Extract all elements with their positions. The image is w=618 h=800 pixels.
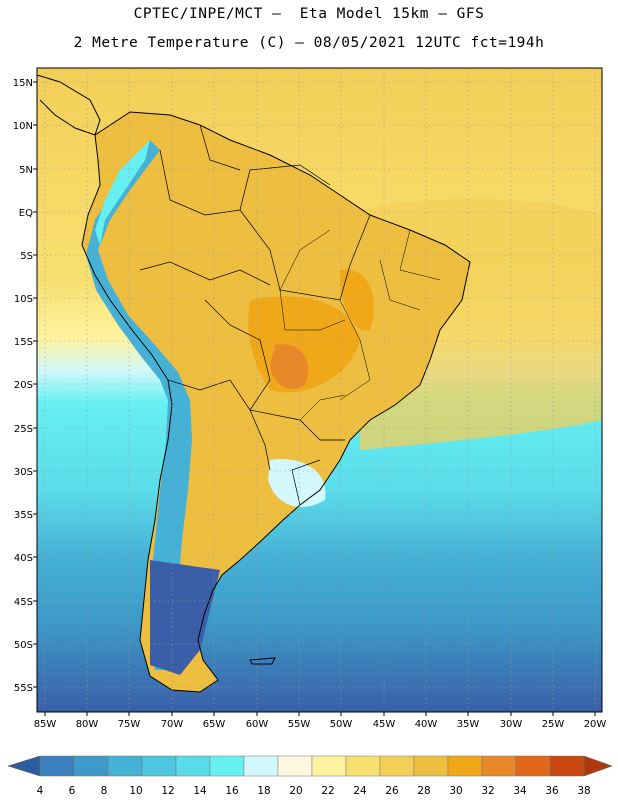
colorbar-label: 24: [353, 785, 367, 797]
longitude-ticks: [44, 712, 596, 716]
colorbar-label: 4: [37, 785, 44, 797]
colorbar-swatch: [277, 755, 313, 777]
lat-label: 15N: [13, 78, 33, 89]
andes-cold-ridge: [86, 140, 192, 670]
colorbar-label: 12: [161, 785, 174, 797]
lon-label: 70W: [161, 719, 184, 730]
lon-label: 20W: [584, 719, 607, 730]
colorbar-swatches: [39, 755, 585, 777]
colorbar-label: 36: [545, 785, 559, 797]
lon-label: 25W: [542, 719, 565, 730]
colorbar-label: 22: [321, 785, 334, 797]
colorbar-left-arrow: [7, 755, 41, 777]
lon-label: 50W: [330, 719, 353, 730]
map-title-line1: CPTEC/INPE/MCT – Eta Model 15km – GFS: [133, 6, 485, 22]
map-title-line2: 2 Metre Temperature (C) – 08/05/2021 12U…: [73, 35, 545, 51]
colorbar-label: 20: [289, 785, 302, 797]
colorbar-label: 30: [449, 785, 462, 797]
colorbar-swatch: [379, 755, 415, 777]
country-borders: [139, 124, 371, 506]
falkland-islands: [249, 657, 276, 665]
lat-label: 35S: [14, 510, 33, 521]
temperature-map: 15N 10N 5N EQ 5S 10S 15S 20S 25S 30S 35S…: [13, 67, 607, 730]
colorbar-label: 38: [577, 785, 590, 797]
hot-core-mato-grosso: [270, 344, 309, 389]
colorbar-swatch: [73, 755, 109, 777]
colorbar-swatch: [107, 755, 143, 777]
uruguay-cool: [268, 459, 326, 508]
lon-label: 60W: [246, 719, 269, 730]
lat-label: 40S: [14, 553, 33, 564]
colorbar-swatch: [175, 755, 211, 777]
lat-label: EQ: [19, 208, 33, 219]
coastline: [81, 111, 471, 693]
colorbar-label: 34: [513, 785, 527, 797]
lat-label: 20S: [14, 380, 33, 391]
colorbar-swatch: [515, 755, 551, 777]
colorbar-swatch: [311, 755, 347, 777]
colorbar-label: 32: [481, 785, 494, 797]
colorbar-label: 8: [101, 785, 108, 797]
temperature-colorbar: 4 6 8 10 12 14 16 18 20 22 24 26 28 30 3…: [7, 755, 613, 797]
colorbar-label: 10: [129, 785, 142, 797]
lat-label: 15S: [14, 337, 33, 348]
andes-north-cool: [95, 140, 150, 245]
hot-region-northeast: [340, 269, 374, 331]
lon-label: 85W: [34, 719, 57, 730]
lat-label: 10N: [13, 121, 33, 132]
lat-label: 45S: [14, 597, 33, 608]
central-america-outline: [37, 74, 101, 136]
lon-label: 55W: [288, 719, 311, 730]
colorbar-label: 28: [417, 785, 430, 797]
lat-label: 50S: [14, 640, 33, 651]
lat-label: 10S: [14, 294, 33, 305]
colorbar-swatch: [413, 755, 449, 777]
colorbar-label: 26: [385, 785, 399, 797]
state-borders: [279, 229, 441, 421]
graticule: [37, 68, 602, 712]
colorbar-swatch: [447, 755, 483, 777]
map-frame: [36, 67, 603, 713]
lat-label: 5N: [19, 165, 33, 176]
lon-label: 75W: [118, 719, 141, 730]
longitude-labels: 85W 80W 75W 70W 65W 60W 55W 50W 45W 40W …: [34, 719, 607, 730]
colorbar-label: 16: [225, 785, 239, 797]
colorbar-swatch: [481, 755, 517, 777]
colorbar-label: 6: [69, 785, 76, 797]
lon-label: 80W: [76, 719, 99, 730]
lon-label: 40W: [415, 719, 438, 730]
lat-label: 25S: [14, 424, 33, 435]
colorbar-labels: 4 6 8 10 12 14 16 18 20 22 24 26 28 30 3…: [37, 785, 591, 797]
colorbar-swatch: [243, 755, 279, 777]
colorbar-swatch: [209, 755, 245, 777]
colorbar-swatch: [345, 755, 381, 777]
colorbar-label: 18: [257, 785, 270, 797]
colorbar-right-arrow: [583, 755, 613, 777]
colorbar-label: 14: [193, 785, 207, 797]
lon-label: 45W: [373, 719, 396, 730]
lat-label: 5S: [20, 251, 33, 262]
lat-label: 55S: [14, 683, 33, 694]
lon-label: 30W: [500, 719, 523, 730]
colorbar-swatch: [141, 755, 177, 777]
colorbar-swatch: [39, 755, 75, 777]
lon-label: 65W: [203, 719, 226, 730]
latitude-labels: 15N 10N 5N EQ 5S 10S 15S 20S 25S 30S 35S…: [13, 78, 33, 694]
latitude-ticks: [33, 81, 37, 688]
colorbar-swatch: [549, 755, 585, 777]
lon-label: 35W: [457, 719, 480, 730]
patagonia-cold: [150, 560, 220, 675]
lat-label: 30S: [14, 467, 33, 478]
